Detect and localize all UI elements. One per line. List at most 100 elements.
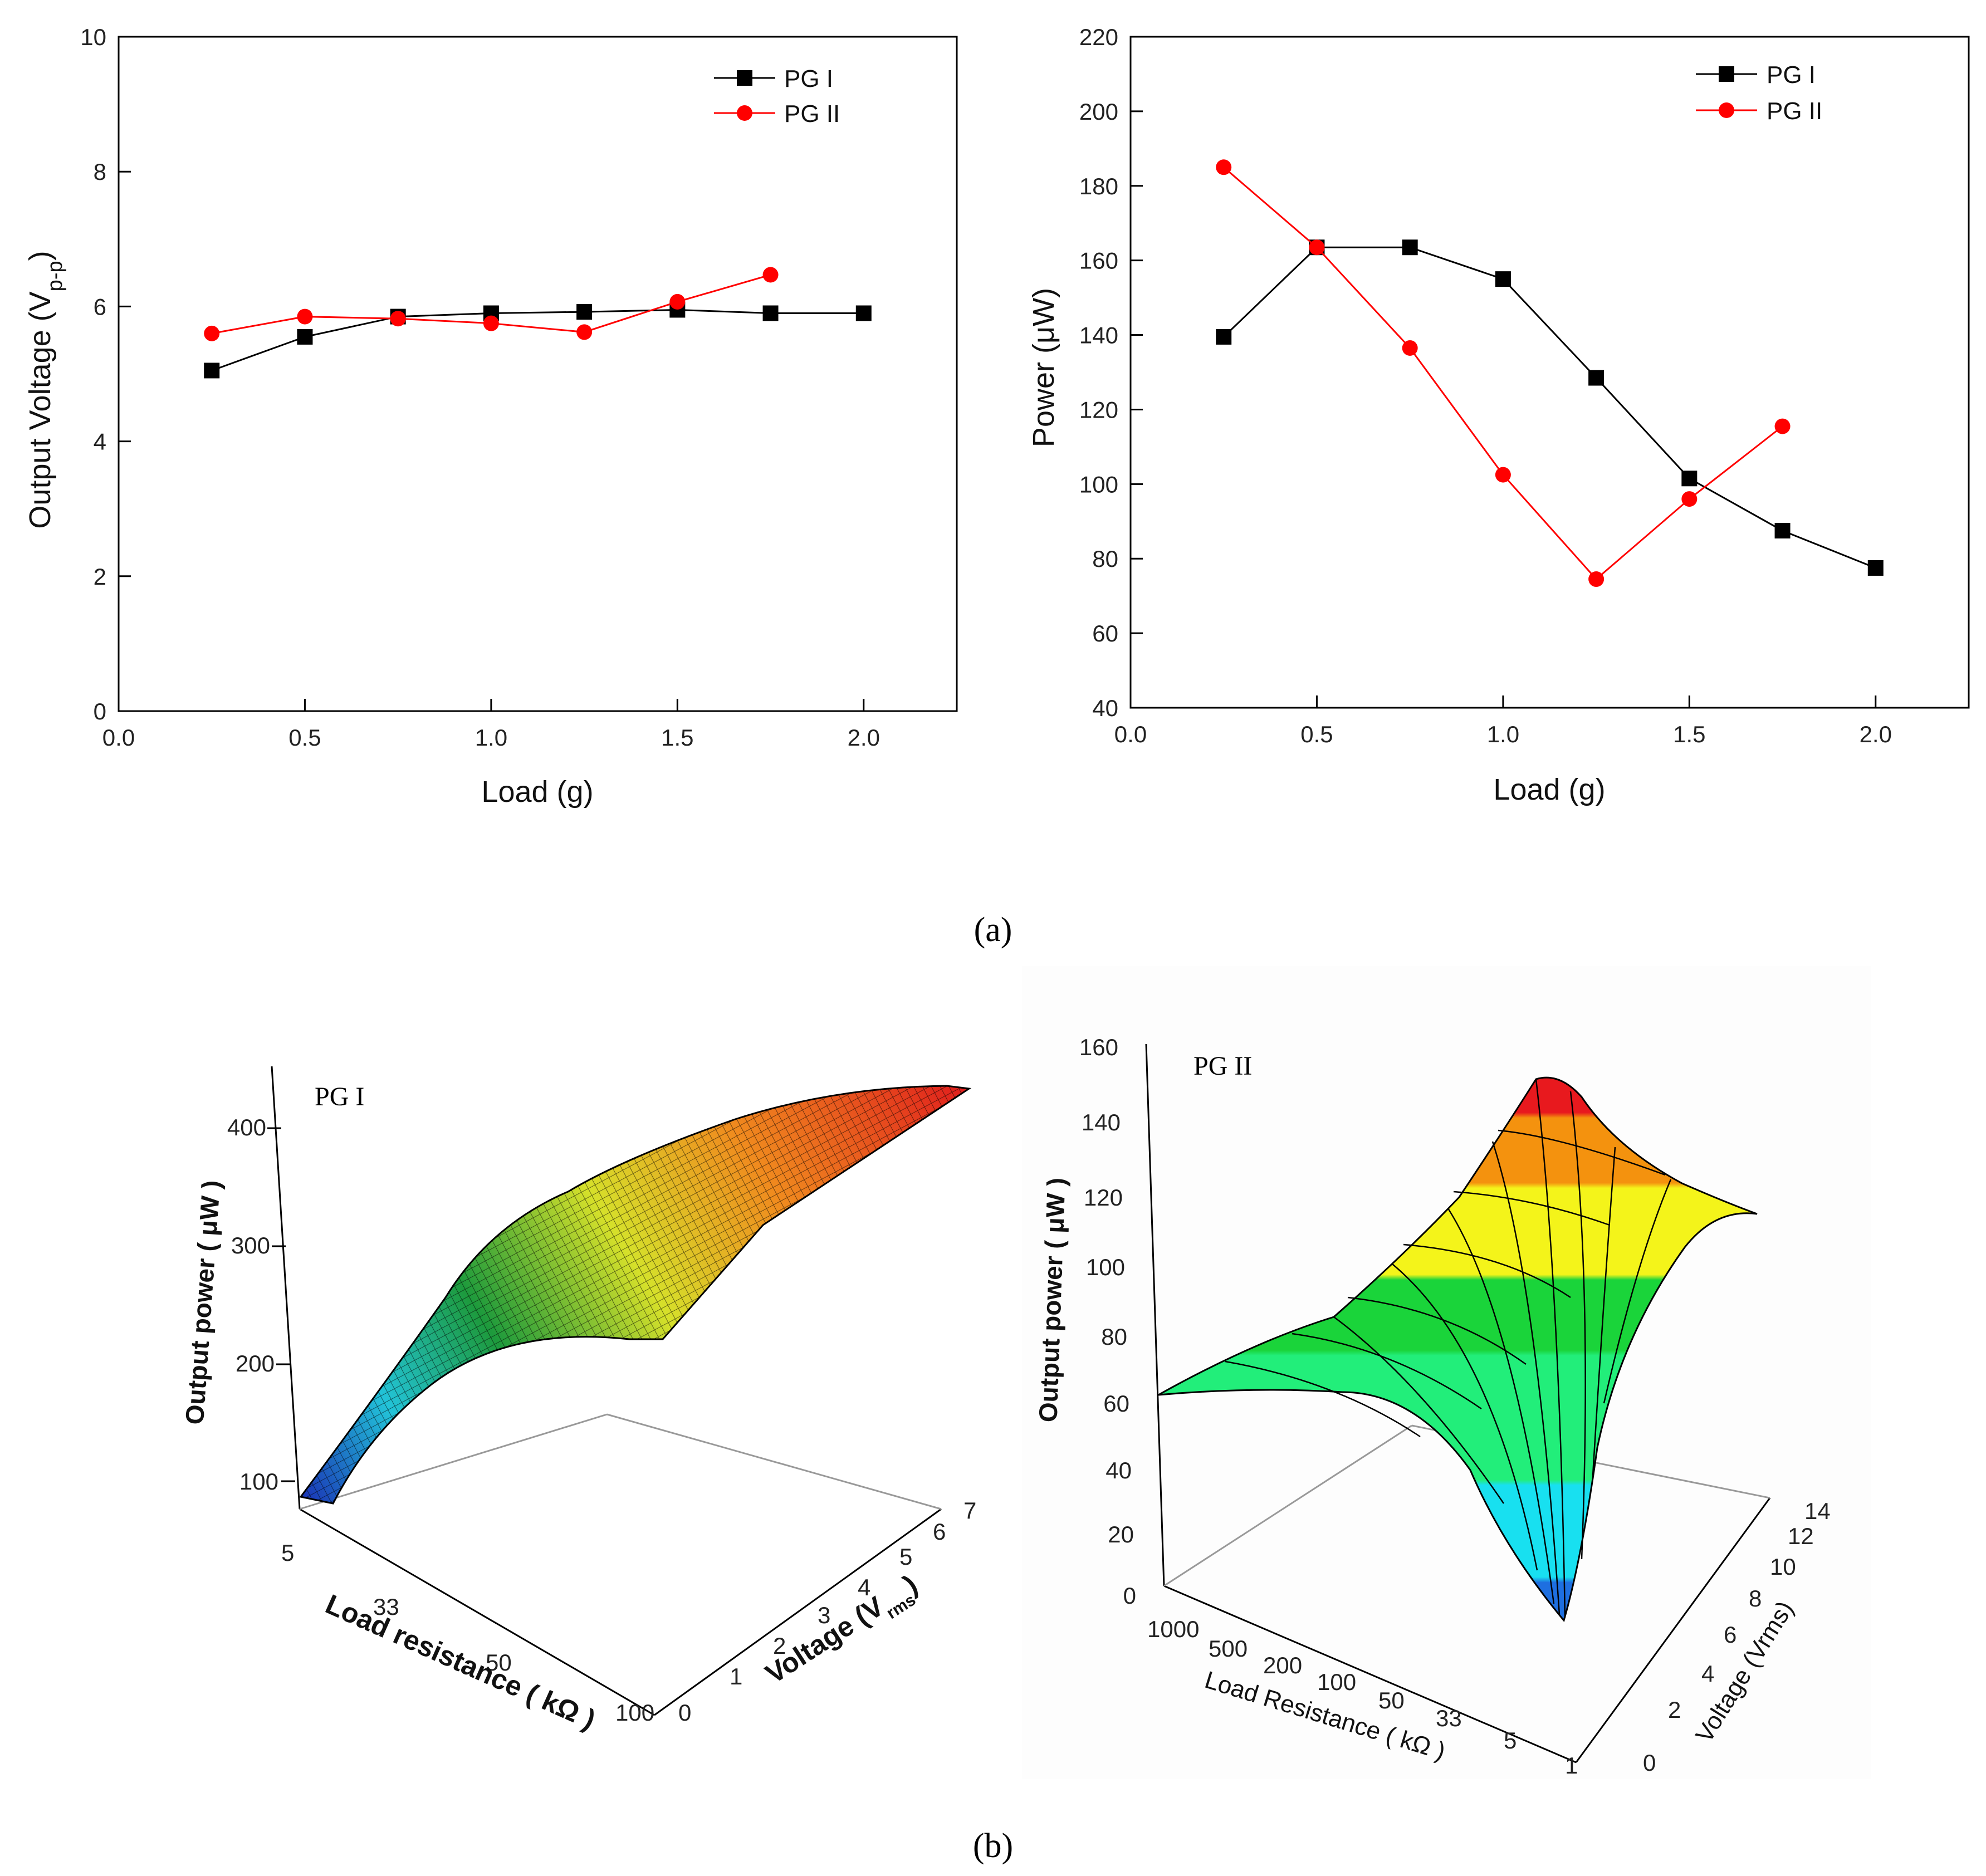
legend-label-pg1: PG I — [784, 65, 833, 92]
z-tick-labels: 100 200 300 400 — [227, 1114, 278, 1495]
y-axis-label: Output Voltage (Vp-p) — [23, 251, 67, 528]
back-axis — [1163, 1424, 1412, 1587]
y-axis-label: Power (μW) — [1027, 288, 1060, 447]
series-group — [204, 267, 872, 379]
y-tick-label: 10 — [80, 24, 106, 50]
surface-pg1-grid — [301, 1086, 969, 1503]
z-tick-label: 300 — [231, 1232, 270, 1258]
grid-line — [1592, 1147, 1616, 1476]
x-tick-label: 0.0 — [102, 724, 135, 751]
x-tick-label: 1.5 — [1673, 721, 1705, 747]
data-point — [1402, 340, 1418, 356]
x-tick-label: 5 — [1504, 1727, 1517, 1753]
x-axis-label: Load (g) — [1493, 773, 1605, 806]
grid-line — [1292, 1333, 1482, 1410]
legend-marker-pg1 — [737, 70, 752, 86]
y-tick-label: 180 — [1079, 173, 1118, 199]
x-tick-label: 1.0 — [1487, 721, 1519, 747]
x-tick-label: 33 — [373, 1594, 399, 1620]
y-tick-label: 4 — [1701, 1661, 1714, 1687]
data-point — [1402, 239, 1418, 256]
x-tick-label: 1.5 — [661, 724, 693, 751]
z-axis-label: Output power ( μW ) — [180, 1179, 226, 1426]
chart-power: 40 60 80 100 120 140 160 180 200 220 0.0 0.5 1.0 1.5… — [1027, 24, 1970, 806]
x-tick-label: 5 — [281, 1540, 294, 1566]
y-tick-label: 80 — [1092, 546, 1118, 572]
y-tick-label: 5 — [899, 1544, 912, 1570]
y-tick-label: 60 — [1092, 620, 1118, 646]
x-tick-label: 200 — [1263, 1652, 1302, 1678]
data-point — [297, 308, 313, 325]
z-tick-label: 100 — [239, 1468, 278, 1495]
data-point — [576, 304, 593, 320]
data-point — [1588, 571, 1605, 587]
y-tick-label: 160 — [1079, 248, 1118, 274]
surface-plot-pg1: 100 200 300 400 PG I Output power ( μW )… — [180, 1066, 976, 1736]
tick-marks — [118, 36, 865, 712]
z-ticks — [267, 1127, 295, 1482]
x-tick-label: 2.0 — [1860, 721, 1892, 747]
y-tick-label: 3 — [818, 1602, 830, 1628]
plot-frame — [1129, 36, 1970, 709]
x-tick-label: 33 — [1436, 1705, 1462, 1731]
data-point — [390, 311, 406, 327]
y-tick-label: 4 — [94, 429, 106, 455]
data-point — [576, 324, 593, 340]
x-tick-labels: 0.0 0.5 1.0 1.5 2.0 — [1114, 721, 1892, 747]
z-tick-label: 60 — [1103, 1390, 1129, 1417]
y-tick-label: 6 — [94, 293, 106, 320]
z-axis — [1145, 1044, 1165, 1586]
y-tick-label: 2 — [773, 1633, 786, 1659]
grid-line — [1603, 1179, 1672, 1404]
x-tick-label: 0.0 — [1114, 721, 1147, 747]
legend-label-pg2: PG II — [1767, 97, 1822, 125]
y-tick-label: 120 — [1079, 396, 1118, 423]
x-tick-label: 500 — [1209, 1635, 1248, 1662]
y-tick-label: 7 — [963, 1497, 976, 1524]
z-tick-label: 40 — [1105, 1457, 1132, 1483]
y-tick-label: 220 — [1079, 24, 1118, 50]
z-tick-label: 120 — [1084, 1184, 1123, 1211]
y-tick-label: 8 — [94, 159, 106, 185]
grid-line — [1535, 1079, 1566, 1618]
y-tick-label: 4 — [858, 1574, 870, 1600]
y-tick-labels: 40 60 80 100 120 140 160 180 200 220 — [1079, 24, 1118, 721]
grid-line — [1403, 1243, 1571, 1299]
data-point — [204, 325, 220, 341]
data-point — [204, 363, 220, 379]
x-tick-label: 2.0 — [848, 724, 880, 751]
x-axis-label: Load (g) — [481, 775, 593, 809]
data-point — [1681, 471, 1698, 487]
back-axis — [606, 1413, 942, 1510]
x-tick-labels: 5 33 50 100 — [281, 1540, 654, 1726]
surface-pg2-gridlines — [1225, 1079, 1672, 1618]
x-axis-label: Load resistance ( kΩ ) — [321, 1588, 600, 1735]
series-line-pgi — [211, 308, 864, 371]
data-point — [1774, 418, 1791, 434]
grid-line — [1447, 1208, 1555, 1604]
legend-marker-pg2 — [1719, 102, 1734, 118]
x-tick-label: 1 — [1565, 1752, 1578, 1779]
z-tick-label: 400 — [227, 1114, 266, 1140]
legend: PG I PG II — [1696, 61, 1822, 125]
surface-title: PG I — [315, 1082, 364, 1111]
z-tick-label: 200 — [236, 1350, 275, 1377]
y-tick-label: 200 — [1079, 99, 1118, 125]
x-axis — [1163, 1585, 1577, 1764]
grid-line — [1225, 1360, 1421, 1438]
grid-line — [1569, 1091, 1586, 1560]
grid-line — [1392, 1263, 1538, 1571]
y-axis — [1575, 1497, 1771, 1763]
y-tick-label: 10 — [1770, 1554, 1796, 1580]
z-tick-label: 80 — [1101, 1324, 1127, 1350]
z-tick-label: 100 — [1086, 1254, 1125, 1280]
grid-line — [1491, 1141, 1561, 1615]
data-point — [1588, 370, 1605, 386]
surface-plot-pg2: 0 20 40 60 80 100 120 140 160 — [1022, 966, 1871, 1779]
data-point — [855, 305, 872, 321]
x-tick-labels: 1000 500 200 100 50 33 5 1 — [1147, 1616, 1578, 1779]
legend-marker-pg2 — [737, 105, 752, 121]
y-tick-label: 14 — [1804, 1498, 1831, 1524]
y-tick-label: 2 — [94, 564, 106, 590]
